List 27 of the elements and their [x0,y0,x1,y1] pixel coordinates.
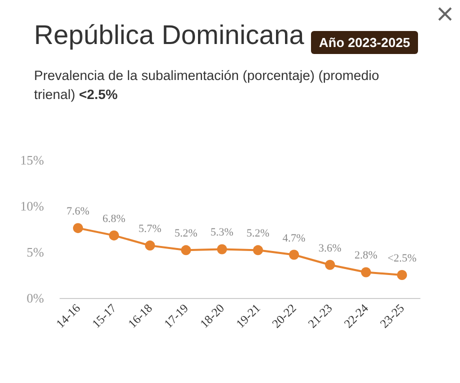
data-label: 5.2% [246,228,270,240]
text: Año 2023-2025 [311,31,418,54]
point [361,267,371,278]
y-tick-label: 5% [26,244,44,260]
y-tick-label: 10% [20,198,44,214]
y-tick-label: 15% [20,152,44,168]
data-label: 6.8% [102,212,126,225]
point [217,244,227,254]
point [325,260,335,270]
y-tick-label: 0% [26,290,44,306]
point [73,223,83,234]
point [289,250,299,260]
data-label: <2.5% [387,252,417,264]
text: <2.5% [79,87,118,102]
chart-title: República Dominicana [34,20,304,51]
data-label: 5.2% [174,228,198,240]
point [397,270,407,280]
data-label: 5.7% [138,223,162,236]
point [109,230,119,240]
point [181,245,191,256]
data-label: 7.6% [66,206,90,218]
data-label: 5.3% [210,226,234,239]
data-label: 4.7% [282,232,306,244]
point [145,240,155,251]
point [253,245,263,256]
data-label: 3.6% [318,242,342,254]
data-label: 2.8% [354,250,378,262]
